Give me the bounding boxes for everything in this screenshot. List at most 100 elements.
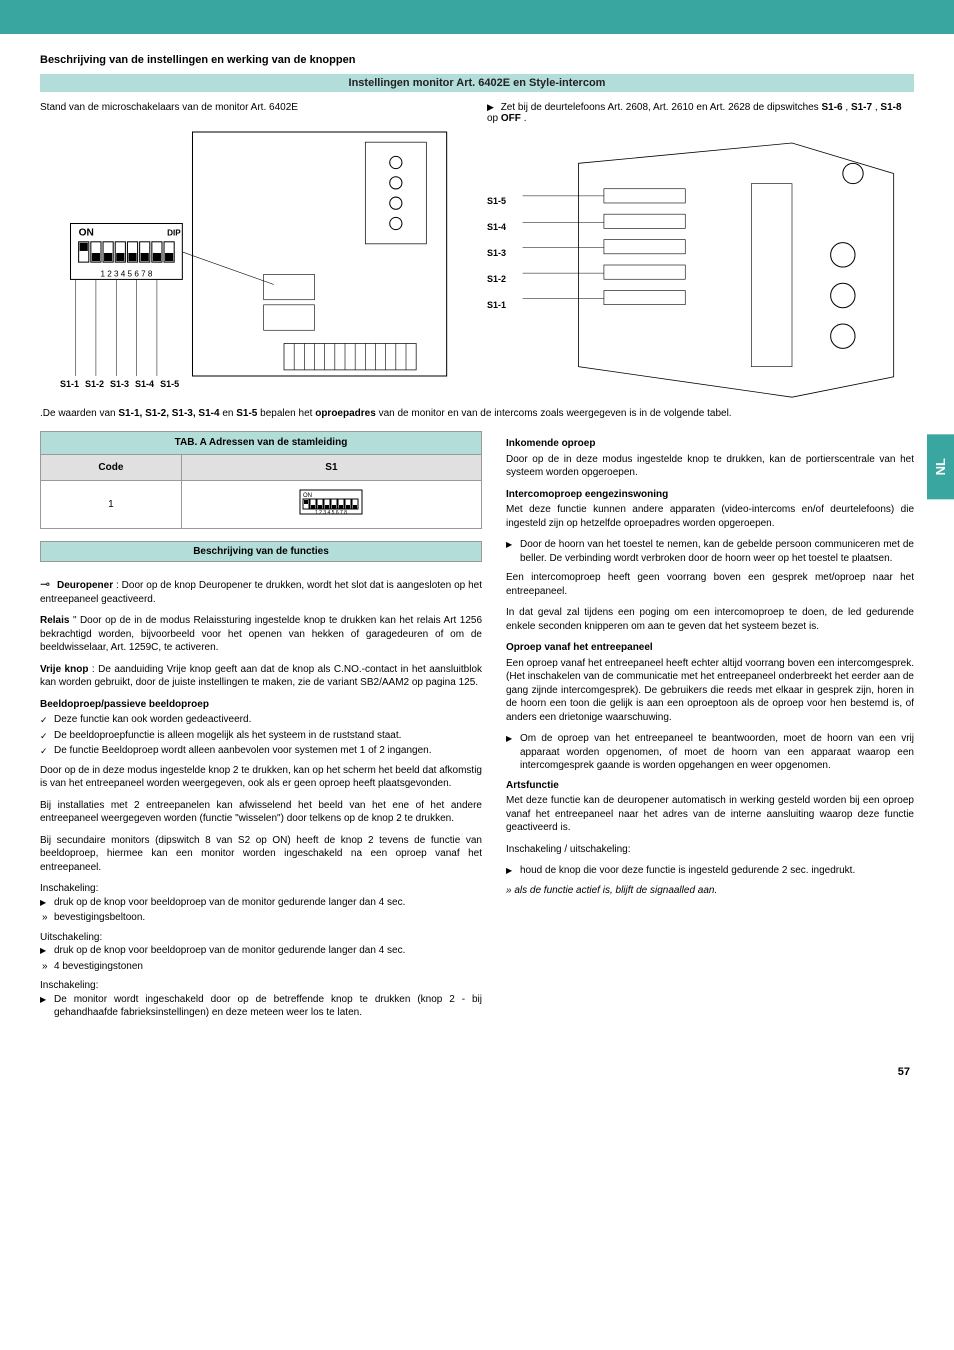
svg-text:ON: ON bbox=[303, 493, 312, 499]
paragraph: Een oproep vanaf het entreepaneel heeft … bbox=[506, 657, 914, 725]
paragraph: Met deze functie kunnen andere apparaten… bbox=[506, 503, 914, 530]
bullet-list: Door de hoorn van het toestel te nemen, … bbox=[506, 538, 914, 565]
monitor-diagram: ON 1 2 3 4 5 6 7 8 DIP bbox=[40, 119, 467, 389]
dip-icon: ON 1 2 3 4 5 6 7 8 bbox=[299, 489, 363, 515]
label-inschakeling: Inschakeling: bbox=[40, 882, 482, 896]
language-tab: NL bbox=[927, 434, 954, 499]
caption-text: Zet bij de deurtelefoons Art. 2608, Art.… bbox=[501, 102, 822, 113]
list-item: 4 bevestigingstonen bbox=[40, 960, 482, 974]
left-column: TAB. A Adressen van de stamleiding Code … bbox=[40, 431, 482, 1026]
paragraph: Een intercomoproep heeft geen voorrang b… bbox=[506, 571, 914, 598]
table-cell-dip: ON 1 2 3 4 5 6 7 8 bbox=[181, 481, 481, 529]
paragraph: Met deze functie kan de deuropener autom… bbox=[506, 794, 914, 835]
switch-label: S1-5 bbox=[160, 379, 179, 389]
para-bold: Vrije knop bbox=[40, 664, 88, 675]
bullet-list: houd de knop die voor deze functie is in… bbox=[506, 864, 914, 878]
list-item: De monitor wordt ingeschakeld door op de… bbox=[40, 993, 482, 1020]
paragraph: Door op de in deze modus ingestelde knop… bbox=[40, 764, 482, 791]
table-col-s1: S1 bbox=[181, 454, 481, 481]
switch-label: S1-3 bbox=[110, 379, 129, 389]
list-item: druk op de knop voor beeldoproep van de … bbox=[40, 896, 482, 910]
caption-bold: S1-6 bbox=[821, 102, 842, 113]
paragraph: Door op de in deze modus ingestelde knop… bbox=[506, 453, 914, 480]
row-labels: S1-5 S1-4 S1-3 S1-2 S1-1 bbox=[487, 188, 506, 318]
note-suffix: van de monitor en van de intercoms zoals… bbox=[379, 408, 732, 419]
table-title: TAB. A Adressen van de stamleiding bbox=[41, 432, 482, 455]
table-cell-code: 1 bbox=[41, 481, 182, 529]
para-text: : De aanduiding Vrije knop geeft aan dat… bbox=[40, 664, 482, 689]
row-label: S1-4 bbox=[487, 214, 506, 240]
paragraph: In dat geval zal tijdens een poging om e… bbox=[506, 606, 914, 633]
subheading-oproep-entree: Oproep vanaf het entreepaneel bbox=[506, 641, 914, 655]
para-text: " Door op de in de modus Relaissturing i… bbox=[40, 615, 482, 653]
list-item: bevestigingsbeltoon. bbox=[40, 911, 482, 925]
list-item: Door de hoorn van het toestel te nemen, … bbox=[506, 538, 914, 565]
para-bold: Deuropener bbox=[57, 580, 113, 591]
switch-label: S1-1 bbox=[60, 379, 79, 389]
row-label: S1-5 bbox=[487, 188, 506, 214]
caption-bold: OFF bbox=[501, 113, 521, 124]
switch-label: S1-4 bbox=[135, 379, 154, 389]
list-item: houd de knop die voor deze functie is in… bbox=[506, 864, 914, 878]
address-table: TAB. A Adressen van de stamleiding Code … bbox=[40, 431, 482, 529]
paragraph-vrije-knop: Vrije knop : De aanduiding Vrije knop ge… bbox=[40, 663, 482, 690]
bullet-list: druk op de knop voor beeldoproep van de … bbox=[40, 896, 482, 925]
section-title: Beschrijving van de instellingen en werk… bbox=[40, 54, 914, 66]
list-item: De functie Beeldoproep wordt alleen aanb… bbox=[40, 744, 482, 758]
paragraph-relais: Relais " Door op de in de modus Relaisst… bbox=[40, 614, 482, 655]
note-bold: S1-5 bbox=[236, 408, 257, 419]
right-figure: Zet bij de deurtelefoons Art. 2608, Art.… bbox=[487, 102, 914, 400]
right-figure-caption: Zet bij de deurtelefoons Art. 2608, Art.… bbox=[487, 102, 914, 124]
list-item: Deze functie kan ook worden gedeactiveer… bbox=[40, 713, 482, 727]
address-note: .De waarden van S1-1, S1-2, S1-3, S1-4 e… bbox=[40, 408, 914, 419]
paragraph: Inschakeling / uitschakeling: bbox=[506, 843, 914, 857]
subheading-beeldoproep: Beeldoproep/passieve beeldoproep bbox=[40, 698, 482, 712]
svg-text:ON: ON bbox=[79, 228, 94, 239]
label-uitschakeling: Uitschakeling: bbox=[40, 931, 482, 945]
page-content: NL Beschrijving van de instellingen en w… bbox=[0, 34, 954, 1098]
caption-bold: S1-8 bbox=[880, 102, 901, 113]
switch-labels-row: S1-1 S1-2 S1-3 S1-4 S1-5 bbox=[60, 379, 179, 389]
top-bar bbox=[0, 0, 954, 34]
paragraph-italic: » als de functie actief is, blijft de si… bbox=[506, 884, 914, 898]
svg-text:DIP: DIP bbox=[167, 229, 181, 238]
para-bold: Relais bbox=[40, 615, 69, 626]
intercom-pcb-svg bbox=[487, 130, 914, 400]
paragraph-deuropener: Deuropener : Door op de knop Deuropener … bbox=[40, 576, 482, 606]
note-prefix: .De waarden van bbox=[40, 408, 118, 419]
list-item: druk op de knop voor beeldoproep van de … bbox=[40, 944, 482, 958]
bullet-list: De monitor wordt ingeschakeld door op de… bbox=[40, 993, 482, 1020]
caption-mid: op bbox=[487, 113, 501, 124]
label-inschakeling: Inschakeling: bbox=[40, 979, 482, 993]
bullet-list: Deze functie kan ook worden gedeactiveer… bbox=[40, 713, 482, 758]
key-icon bbox=[40, 580, 54, 591]
caption-end: . bbox=[524, 113, 527, 124]
functions-banner: Beschrijving van de functies bbox=[40, 541, 482, 563]
left-figure-caption: Stand van de microschakelaars van de mon… bbox=[40, 102, 467, 113]
note-mid: en bbox=[222, 408, 236, 419]
svg-text:1 2 3 4 5 6 7 8: 1 2 3 4 5 6 7 8 bbox=[100, 269, 152, 278]
settings-banner: Instellingen monitor Art. 6402E en Style… bbox=[40, 74, 914, 92]
row-label: S1-3 bbox=[487, 240, 506, 266]
subheading-intercom: Intercomoproep eengezinswoning bbox=[506, 488, 914, 502]
italic-text: als de functie actief is, blijft de sign… bbox=[514, 885, 717, 896]
paragraph: Bij installaties met 2 entreepanelen kan… bbox=[40, 799, 482, 826]
paragraph: Bij secundaire monitors (dipswitch 8 van… bbox=[40, 834, 482, 875]
intercom-diagram: S1-5 S1-4 S1-3 S1-2 S1-1 bbox=[487, 130, 914, 400]
list-item: De beeldoproepfunctie is alleen mogelijk… bbox=[40, 729, 482, 743]
list-item: Om de oproep van het entreepaneel te bea… bbox=[506, 732, 914, 773]
row-label: S1-1 bbox=[487, 292, 506, 318]
right-column: Inkomende oproep Door op de in deze modu… bbox=[506, 431, 914, 1026]
subheading-inkomende: Inkomende oproep bbox=[506, 437, 914, 451]
svg-text:1 2 3 4 5 6 7 8: 1 2 3 4 5 6 7 8 bbox=[315, 510, 347, 515]
table-col-code: Code bbox=[41, 454, 182, 481]
note-bold: S1-1, S1-2, S1-3, S1-4 bbox=[118, 408, 219, 419]
note-bold: oproepadres bbox=[315, 408, 376, 419]
note-mid: bepalen het bbox=[260, 408, 315, 419]
bullet-list: druk op de knop voor beeldoproep van de … bbox=[40, 944, 482, 973]
body-columns: TAB. A Adressen van de stamleiding Code … bbox=[40, 431, 914, 1026]
monitor-pcb-svg: ON 1 2 3 4 5 6 7 8 DIP bbox=[40, 119, 467, 389]
left-figure: Stand van de microschakelaars van de mon… bbox=[40, 102, 467, 400]
switch-label: S1-2 bbox=[85, 379, 104, 389]
subheading-artsfunctie: Artsfunctie bbox=[506, 779, 914, 793]
